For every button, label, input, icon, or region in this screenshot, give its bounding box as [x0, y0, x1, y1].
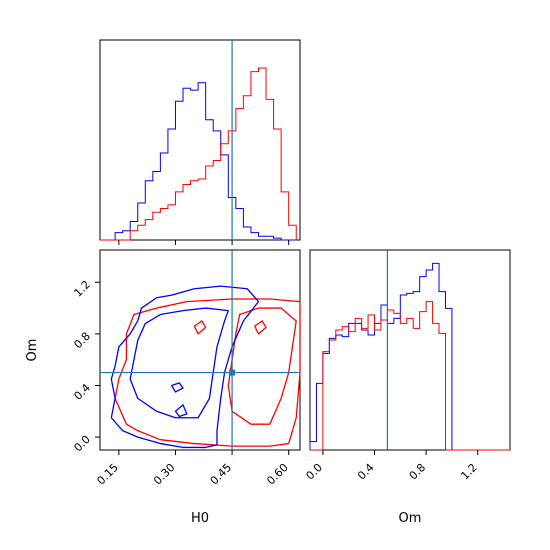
om-marginal-ticks: 0.0 0.4 0.8 1.2 — [303, 450, 480, 483]
joint-contours — [110, 285, 301, 449]
joint-truth-lines — [100, 250, 300, 450]
om-marginal-panel: 0.0 0.4 0.8 1.2 — [303, 249, 511, 483]
red-contour-1 — [227, 307, 297, 425]
h0-red-histogram — [100, 67, 297, 241]
joint-x-tick-label-0: 0.15 — [94, 461, 121, 488]
h0-blue-histogram — [100, 82, 297, 241]
joint-y-ticks: 0.0 0.4 0.8 1.2 — [71, 278, 100, 454]
om-marginal-histograms — [309, 262, 510, 451]
joint-panel: 0.15 0.30 0.45 0.60 0.0 0.4 0.8 1.2 — [71, 249, 301, 488]
red-contour-2 — [193, 320, 207, 335]
blue-contour-1 — [129, 307, 229, 419]
joint-truth-marker — [229, 369, 236, 376]
joint-x-ticks: 0.15 0.30 0.45 0.60 — [94, 450, 291, 488]
om-x-tick-label-2: 0.8 — [407, 461, 429, 483]
blue-contour-2 — [171, 382, 184, 393]
om-x-tick-label-1: 0.4 — [355, 461, 377, 483]
h0-marginal-panel — [99, 39, 301, 245]
joint-y-tick-label-0: 0.0 — [71, 433, 93, 455]
joint-y-tick-label-1: 0.4 — [71, 381, 93, 403]
h0-marginal-ticks — [118, 240, 290, 245]
joint-y-tick-label-3: 1.2 — [71, 278, 93, 300]
om-x-tick-label-3: 1.2 — [458, 461, 480, 483]
blue-contour-0 — [110, 285, 260, 449]
om-red-histogram — [310, 301, 510, 451]
joint-x-tick-label-1: 0.30 — [151, 461, 178, 488]
y-axis-label-om: Om — [25, 339, 40, 362]
h0-marginal-histograms — [100, 67, 297, 241]
om-x-tick-label-0: 0.0 — [303, 461, 325, 483]
red-contour-0 — [114, 298, 301, 447]
red-contour-3 — [254, 320, 267, 335]
x-axis-label-h0: H0 — [191, 511, 209, 526]
joint-x-tick-label-2: 0.45 — [208, 461, 235, 488]
blue-contour-3 — [174, 404, 188, 418]
joint-y-tick-label-2: 0.8 — [71, 330, 93, 352]
joint-x-tick-label-3: 0.60 — [264, 461, 291, 488]
x-axis-label-om: Om — [399, 511, 422, 526]
